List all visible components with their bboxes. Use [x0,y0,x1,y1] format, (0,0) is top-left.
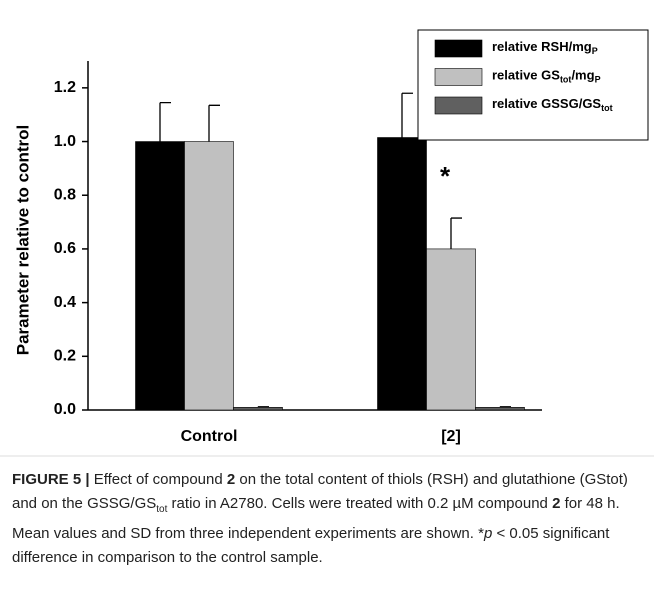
legend-subscript: tot [601,103,613,113]
caption-run: 2 [552,495,561,512]
annotation: * [440,161,451,191]
caption-run: p [483,525,493,542]
caption-run: on the total content of thiols (RSH) and… [12,471,628,512]
bar [184,141,234,411]
legend-label: relative GSSG/GStot [492,96,613,113]
y-tick-label: 0.0 [54,401,76,418]
y-tick-label: 1.2 [54,79,76,96]
legend-subscript: P [592,46,598,56]
caption-run: Effect of compound [93,471,227,488]
legend-text: /mg [571,68,594,83]
legend-subscript: tot [560,75,572,85]
error-bar [450,217,462,249]
caption-run: FIGURE 5 | [12,471,94,488]
error-bar [159,101,171,142]
bar [475,407,525,411]
bar [426,248,476,411]
bar [233,407,283,411]
y-tick-label: 0.2 [54,348,76,365]
y-tick-label: 1.0 [54,133,76,150]
legend-swatch [434,96,483,115]
y-tick-label: 0.6 [54,240,76,257]
caption-run: tot [156,504,168,515]
caption: FIGURE 5 | Effect of compound 2 on the t… [12,468,642,570]
legend-text: relative GSSG/GS [492,96,601,111]
y-axis-label: Parameter relative to control [13,125,32,356]
chart: Parameter relative to control 0.0 0.2 0.4 0… [0,29,654,457]
y-tick-label: 0.4 [54,294,76,311]
legend-label: relative GStot/mgP [492,68,601,85]
bar [377,137,427,411]
legend-swatch [434,39,483,58]
caption-run: for 48 h. Mean values and SD from three … [12,495,620,542]
caption-run: < 0.05 significant difference in compari… [12,525,610,566]
legend-subscript: P [595,75,601,85]
legend-text: relative GS [492,68,560,83]
x-tick-label: [2] [441,428,461,445]
legend-text: relative RSH/mg [492,39,592,54]
error-bar [499,406,511,408]
bar [135,141,185,411]
x-tick-label: Control [181,428,238,445]
caption-run: ratio in A2780. Cells were treated with … [167,495,553,512]
error-bar [208,104,220,142]
caption-run: 2 [226,471,236,488]
y-tick-label: 0.8 [54,186,76,203]
legend-label: relative RSH/mgP [492,39,598,56]
legend-swatch [434,68,483,86]
error-bar [257,406,269,408]
error-bar [401,92,413,138]
